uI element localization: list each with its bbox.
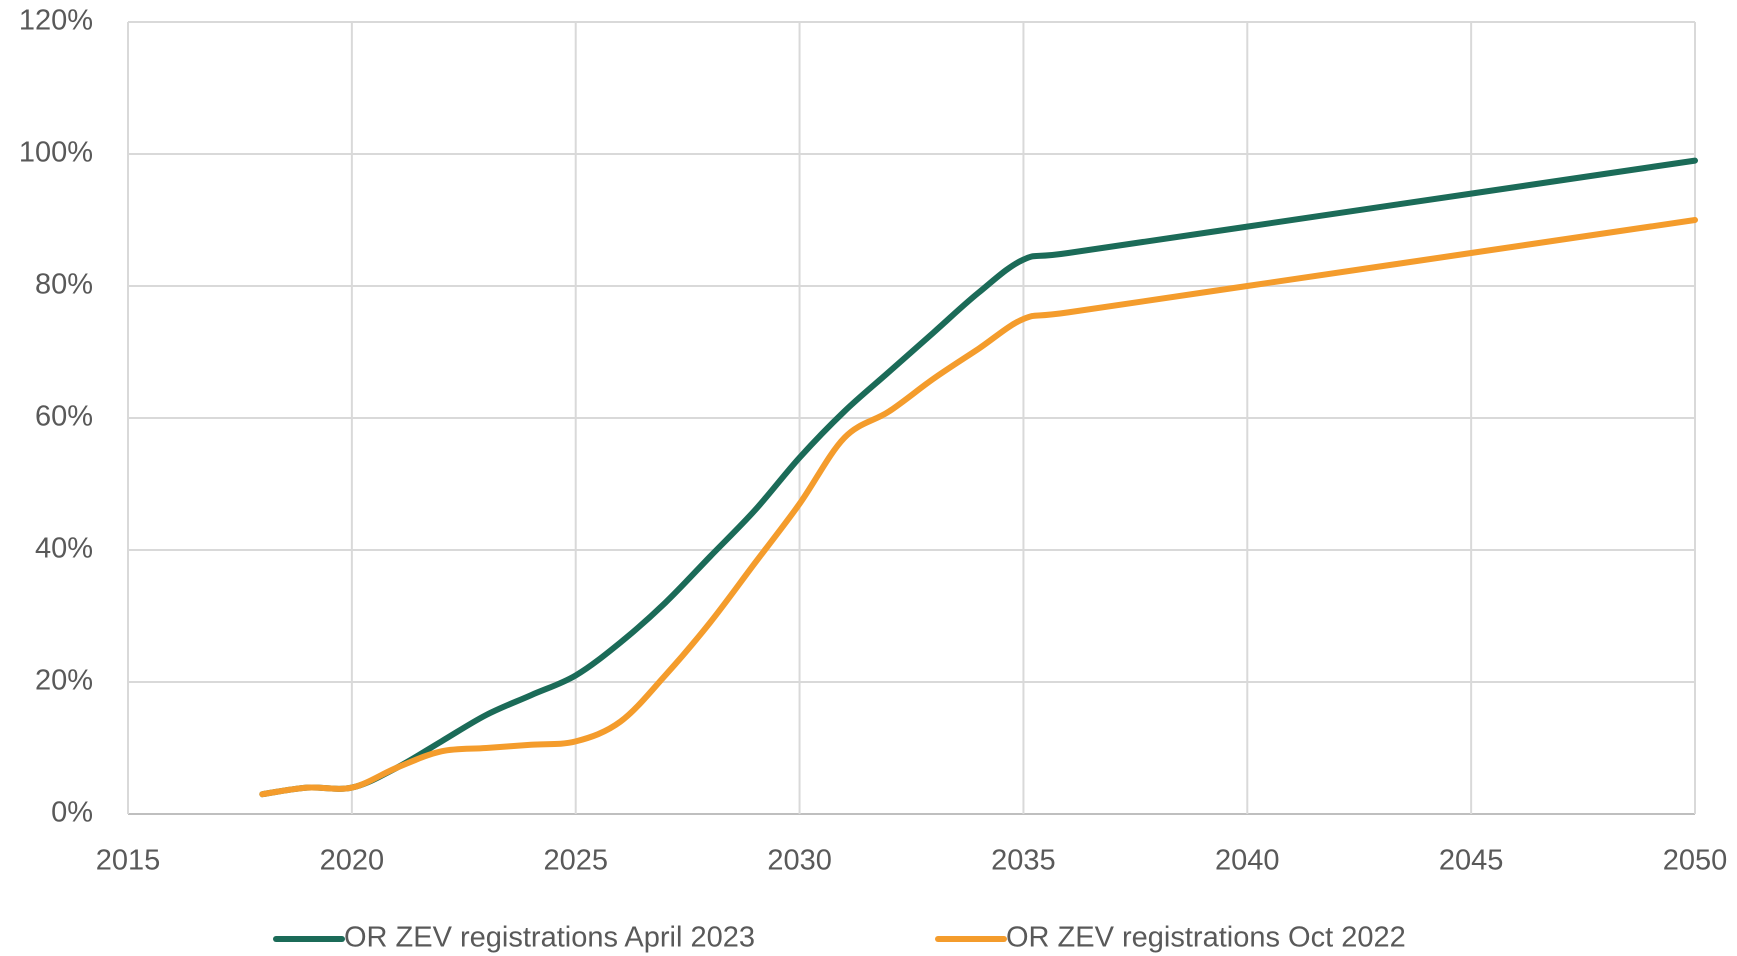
x-tick-label: 2035 [991, 845, 1056, 877]
x-tick-label: 2020 [320, 845, 385, 877]
y-tick-label: 20% [35, 665, 93, 697]
y-tick-label: 40% [35, 533, 93, 565]
series-line [259, 157, 1698, 798]
y-tick-label: 0% [51, 797, 93, 829]
y-tick-label: 60% [35, 401, 93, 433]
x-tick-label: 2050 [1663, 845, 1728, 877]
x-tick-label: 2040 [1215, 845, 1280, 877]
y-tick-label: 100% [19, 137, 93, 169]
legend-label: OR ZEV registrations Oct 2022 [1006, 922, 1406, 954]
x-tick-label: 2045 [1439, 845, 1504, 877]
y-tick-label: 80% [35, 269, 93, 301]
series-line [259, 217, 1698, 798]
y-tick-label: 120% [19, 5, 93, 37]
x-tick-label: 2025 [543, 845, 608, 877]
x-tick-label: 2015 [96, 845, 161, 877]
x-tick-label: 2030 [767, 845, 832, 877]
legend-label: OR ZEV registrations April 2023 [344, 922, 755, 954]
